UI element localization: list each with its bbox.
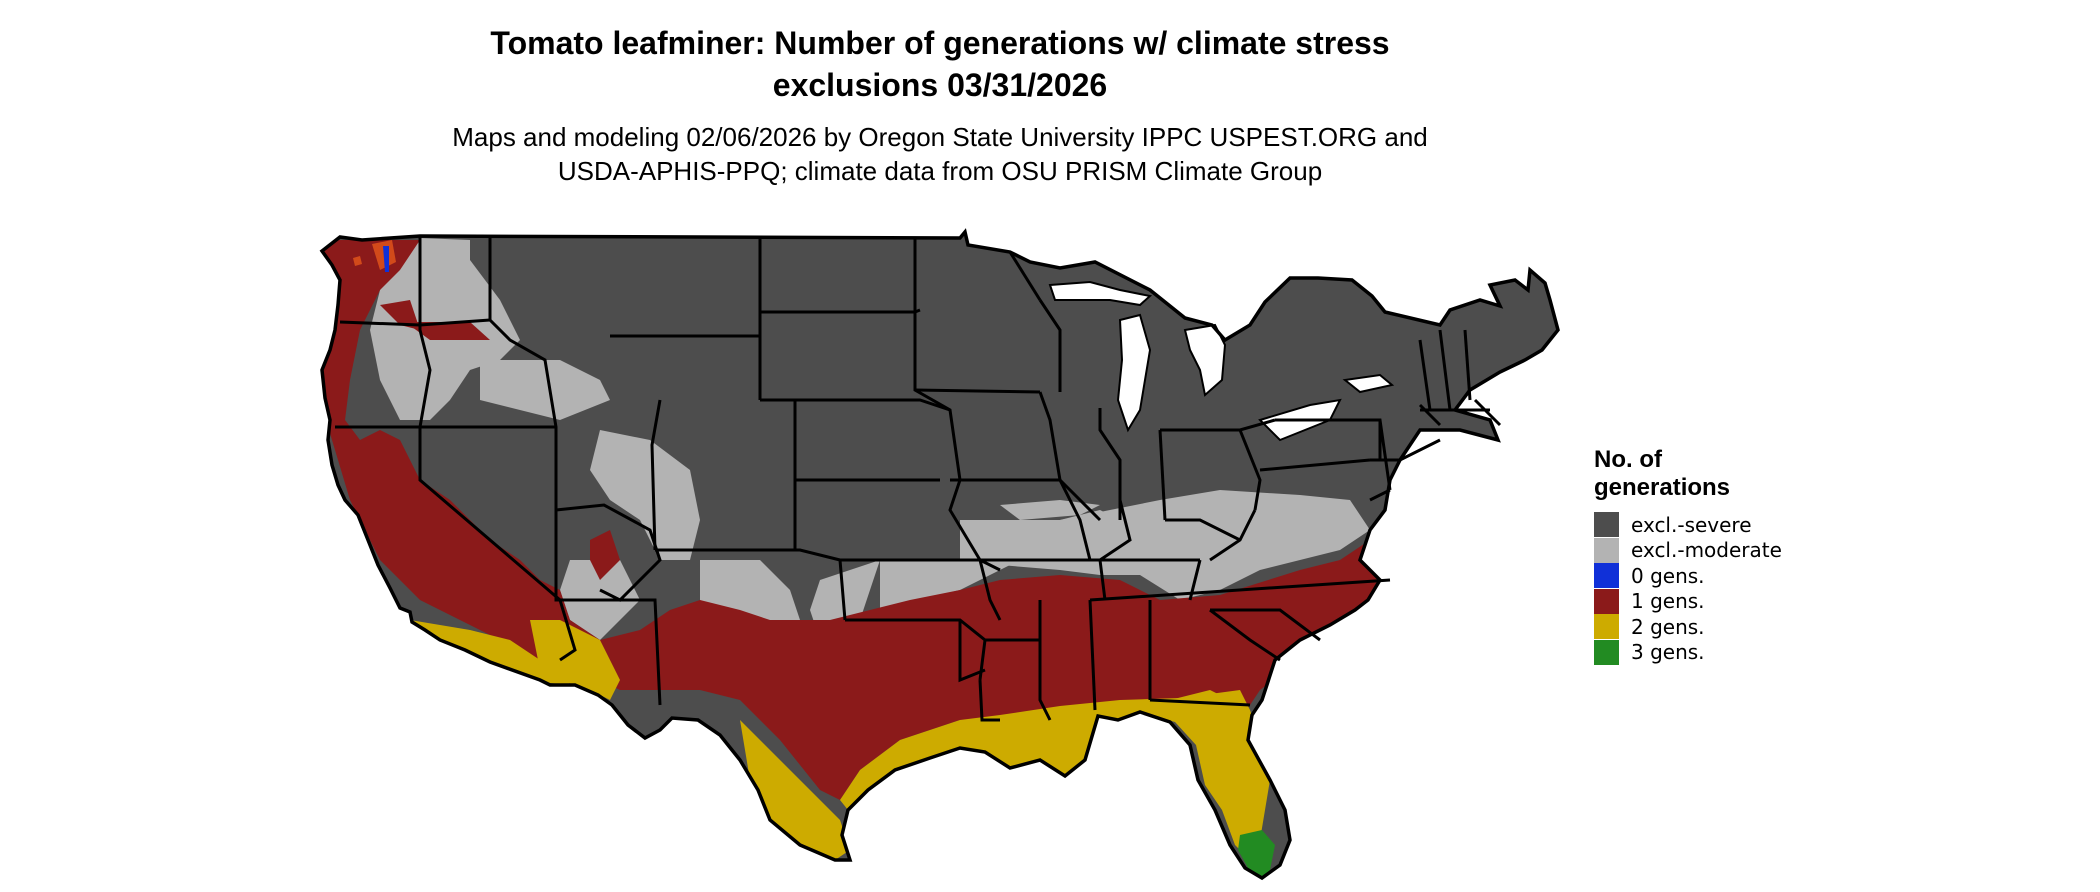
map-subtitle: Maps and modeling 02/06/2026 by Oregon S…: [0, 120, 1880, 188]
legend-swatch: [1594, 537, 1619, 563]
legend-swatch: [1594, 614, 1619, 640]
legend-item-0-gens: 0 gens.: [1594, 563, 1894, 589]
map-title: Tomato leafminer: Number of generations …: [0, 22, 1880, 106]
legend-label: 0 gens.: [1631, 563, 1705, 588]
legend-item-2-gens: 2 gens.: [1594, 614, 1894, 640]
legend-label: 2 gens.: [1631, 614, 1705, 639]
state-boundaries: [335, 236, 1502, 722]
legend-label: excl.-severe: [1631, 512, 1752, 537]
legend-item-excl-moderate: excl.-moderate: [1594, 537, 1894, 564]
legend-item-3-gens: 3 gens.: [1594, 639, 1894, 666]
two-gen-regions: [410, 620, 1270, 860]
pacific-northwest-spots: [353, 240, 396, 272]
map-subtitle-line1: Maps and modeling 02/06/2026 by Oregon S…: [452, 122, 1428, 152]
map-legend: No. of generations excl.-severe excl.-mo…: [1594, 446, 1894, 665]
legend-item-1-gens: 1 gens.: [1594, 588, 1894, 615]
legend-swatch: [1594, 639, 1619, 665]
legend-title-line1: No. of: [1594, 446, 1662, 473]
legend-label: 3 gens.: [1631, 640, 1705, 665]
map-title-line1: Tomato leafminer: Number of generations …: [490, 25, 1390, 61]
map-subtitle-line2: USDA-APHIS-PPQ; climate data from OSU PR…: [557, 156, 1323, 186]
legend-item-excl-severe: excl.-severe: [1594, 512, 1894, 538]
us-generations-map: [320, 230, 1560, 880]
legend-swatch: [1594, 588, 1619, 614]
legend-title-line2: generations: [1594, 474, 1731, 501]
legend-label: 1 gens.: [1631, 589, 1705, 614]
legend-label: excl.-moderate: [1631, 538, 1782, 563]
legend-title: No. of generations: [1594, 446, 1894, 502]
legend-swatch: [1594, 512, 1619, 538]
map-title-line2: exclusions 03/31/2026: [772, 67, 1108, 103]
legend-swatch: [1594, 563, 1619, 589]
